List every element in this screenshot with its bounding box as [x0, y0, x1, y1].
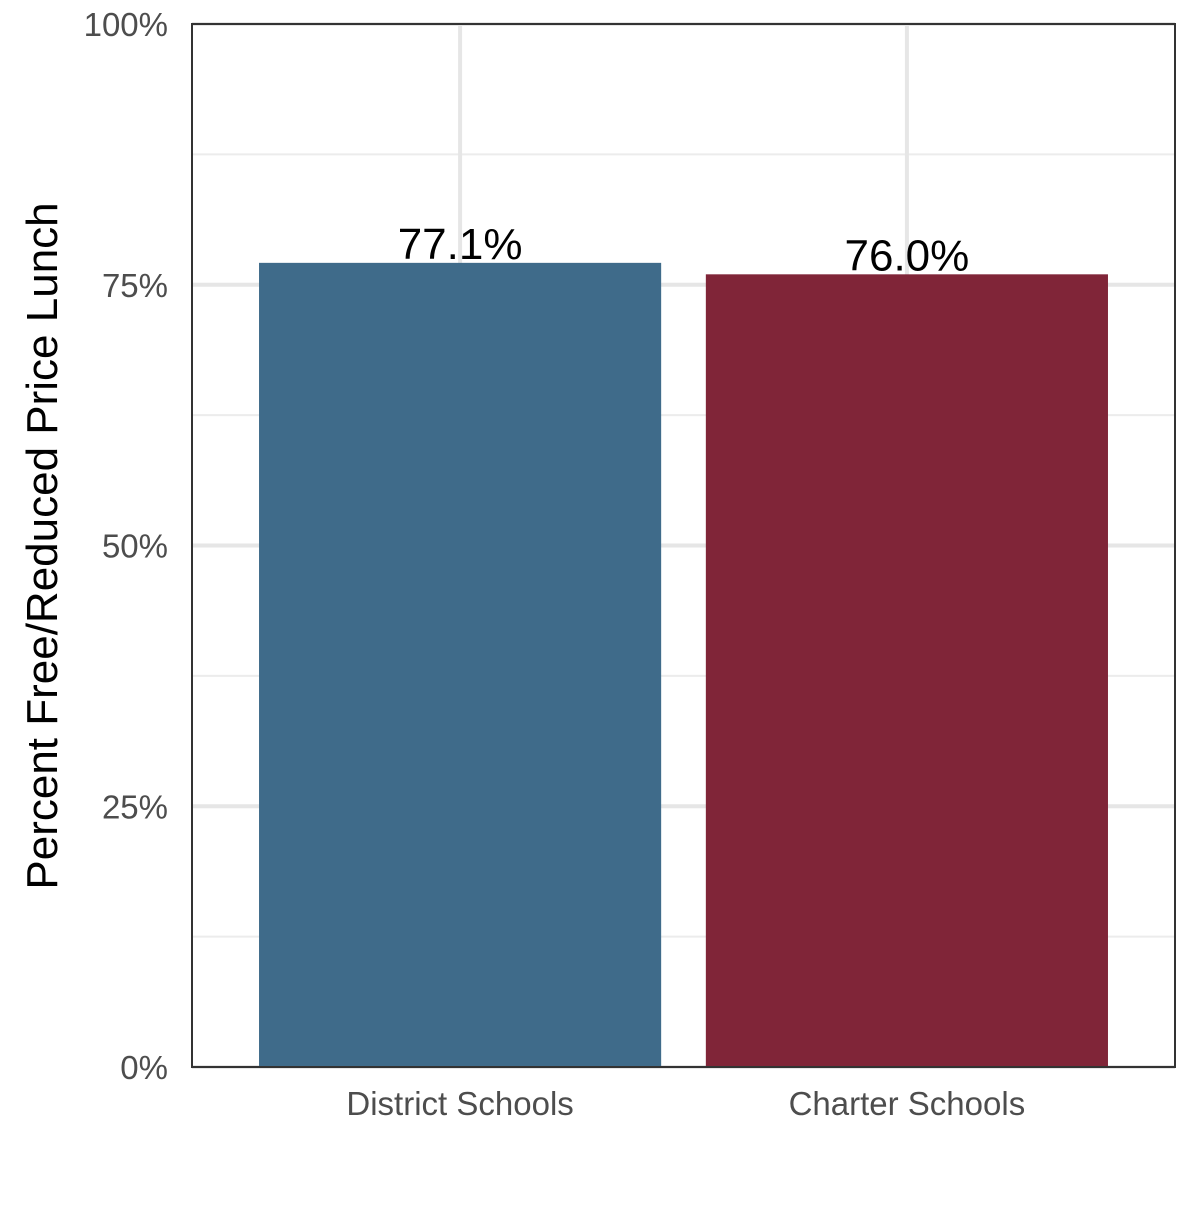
data-labels: 77.1% 76.0%: [398, 220, 970, 280]
y-tick-label: 25%: [102, 788, 168, 825]
y-axis-ticks: 0% 25% 50% 75% 100%: [84, 6, 168, 1086]
y-tick-label: 75%: [102, 267, 168, 304]
y-tick-label: 100%: [84, 6, 168, 43]
y-axis-title: Percent Free/Reduced Price Lunch: [18, 202, 67, 889]
bars: [259, 262, 1108, 1067]
y-tick-label: 50%: [102, 528, 168, 565]
x-tick-label: Charter Schools: [789, 1085, 1026, 1122]
x-tick-label: District Schools: [346, 1085, 573, 1122]
data-label: 76.0%: [845, 231, 970, 280]
y-tick-label: 0%: [120, 1049, 168, 1086]
plot-panel-border: [191, 23, 1176, 1068]
data-label: 77.1%: [398, 220, 523, 269]
bar-district-schools: [259, 262, 662, 1067]
x-axis-ticks: District Schools Charter Schools: [346, 1085, 1025, 1122]
bar-charter-schools: [705, 274, 1108, 1067]
